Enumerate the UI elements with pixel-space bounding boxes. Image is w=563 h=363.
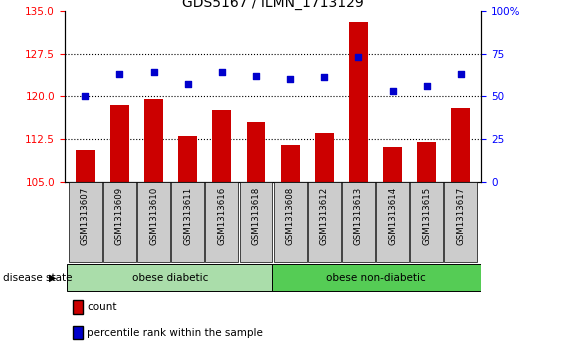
Bar [281,144,300,182]
Text: ▶: ▶ [48,273,56,283]
FancyBboxPatch shape [68,264,272,291]
Bar [315,133,334,182]
Bar [383,147,402,182]
Point [388,88,397,94]
FancyBboxPatch shape [342,182,375,262]
Point [81,93,90,99]
Text: GSM1313616: GSM1313616 [217,187,226,245]
FancyBboxPatch shape [69,182,102,262]
Text: GSM1313618: GSM1313618 [252,187,261,245]
Title: GDS5167 / ILMN_1713129: GDS5167 / ILMN_1713129 [182,0,364,10]
Text: GSM1313611: GSM1313611 [183,187,192,245]
Text: GSM1313609: GSM1313609 [115,187,124,245]
Point [354,54,363,60]
Text: GSM1313614: GSM1313614 [388,187,397,245]
FancyBboxPatch shape [308,182,341,262]
Bar [212,110,231,182]
FancyBboxPatch shape [103,182,136,262]
Point [183,81,192,87]
Bar [76,150,95,182]
Text: obese non-diabetic: obese non-diabetic [325,273,426,283]
FancyBboxPatch shape [240,182,272,262]
Point [457,71,466,77]
Text: GSM1313617: GSM1313617 [457,187,466,245]
Bar [110,105,129,182]
FancyBboxPatch shape [171,182,204,262]
Point [285,76,294,82]
Bar [144,99,163,182]
Point [320,74,329,80]
FancyBboxPatch shape [274,182,306,262]
Bar [349,22,368,182]
Text: percentile rank within the sample: percentile rank within the sample [87,327,263,338]
Text: GSM1313613: GSM1313613 [354,187,363,245]
Point [252,73,261,79]
Text: GSM1313607: GSM1313607 [81,187,90,245]
Text: GSM1313608: GSM1313608 [285,187,294,245]
Point [422,83,431,89]
FancyBboxPatch shape [376,182,409,262]
FancyBboxPatch shape [410,182,443,262]
Bar [178,136,197,182]
FancyBboxPatch shape [444,182,477,262]
Text: GSM1313610: GSM1313610 [149,187,158,245]
Text: disease state: disease state [3,273,72,283]
FancyBboxPatch shape [272,264,495,291]
Bar [417,142,436,182]
Point [217,69,226,75]
FancyBboxPatch shape [205,182,238,262]
Text: GSM1313612: GSM1313612 [320,187,329,245]
Bar [247,122,265,182]
Point [149,69,158,75]
FancyBboxPatch shape [137,182,170,262]
Point [115,71,124,77]
Text: GSM1313615: GSM1313615 [422,187,431,245]
Bar [452,107,470,182]
Text: count: count [87,302,117,312]
Text: obese diabetic: obese diabetic [132,273,209,283]
